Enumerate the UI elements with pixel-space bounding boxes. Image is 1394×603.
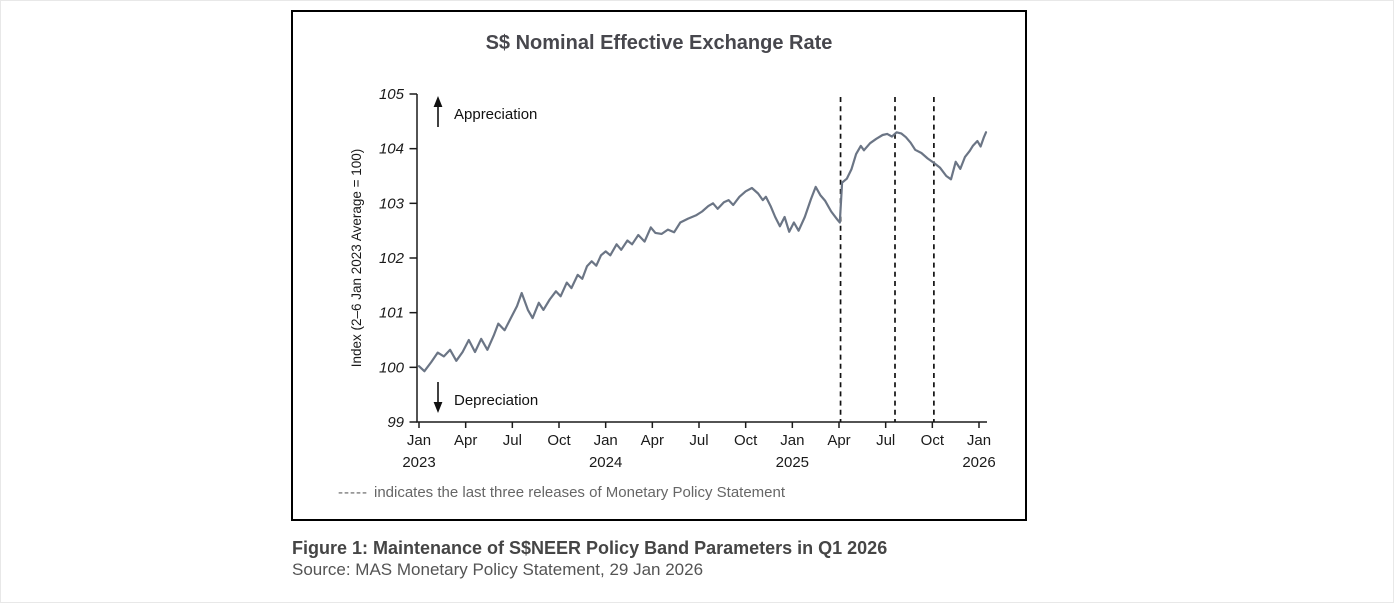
appreciation-label: Appreciation: [454, 106, 537, 123]
x-tick-label: Jan: [967, 432, 991, 449]
footnote-text: indicates the last three releases of Mon…: [373, 484, 786, 501]
y-tick-label: 99: [387, 414, 404, 431]
x-tick-label: Apr: [641, 432, 664, 449]
x-tick-label: Oct: [734, 432, 758, 449]
year-label: 2023: [402, 454, 435, 471]
depreciation-label: Depreciation: [454, 392, 538, 409]
dashed-line-icon: -----: [338, 484, 368, 501]
y-tick-label: 102: [379, 250, 405, 267]
y-tick-label: 101: [379, 305, 404, 322]
figure-box: S$ Nominal Effective Exchange Rate 99 100…: [291, 10, 1027, 521]
sneer-line: [417, 131, 988, 373]
figure-source: Source: MAS Monetary Policy Statement, 2…: [292, 560, 704, 579]
y-tick-label: 103: [379, 195, 405, 212]
down-arrow-icon: [433, 402, 443, 413]
x-tick-label: Jan: [780, 432, 804, 449]
y-tick-label: 105: [379, 86, 405, 103]
sneer-line-chart: 99 100 101 102 103 104 105 Jan Apr Jul Oct Jan Apr Ju…: [349, 86, 996, 471]
year-label: 2024: [589, 454, 622, 471]
x-tick-label: Jan: [407, 432, 431, 449]
x-tick-label: Apr: [827, 432, 850, 449]
figure-caption: Figure 1: Maintenance of S$NEER Policy B…: [292, 538, 888, 558]
footnote: ----- indicates the last three releases o…: [338, 484, 785, 501]
year-label: 2025: [776, 454, 809, 471]
x-tick-label: Oct: [921, 432, 945, 449]
x-tick-label: Jul: [689, 432, 708, 449]
chart-title: S$ Nominal Effective Exchange Rate: [485, 32, 833, 54]
x-tick-label: Apr: [454, 432, 477, 449]
x-tick-label: Jul: [503, 432, 522, 449]
y-axis-title: Index (2–6 Jan 2023 Average = 100): [349, 149, 364, 368]
year-label: 2026: [962, 454, 995, 471]
x-tick-label: Jan: [594, 432, 618, 449]
up-arrow-icon: [433, 96, 443, 107]
y-tick-label: 104: [379, 141, 404, 158]
x-tick-label: Jul: [876, 432, 895, 449]
x-tick-label: Oct: [547, 432, 571, 449]
y-tick-label: 100: [379, 359, 405, 376]
axes: [416, 94, 987, 423]
